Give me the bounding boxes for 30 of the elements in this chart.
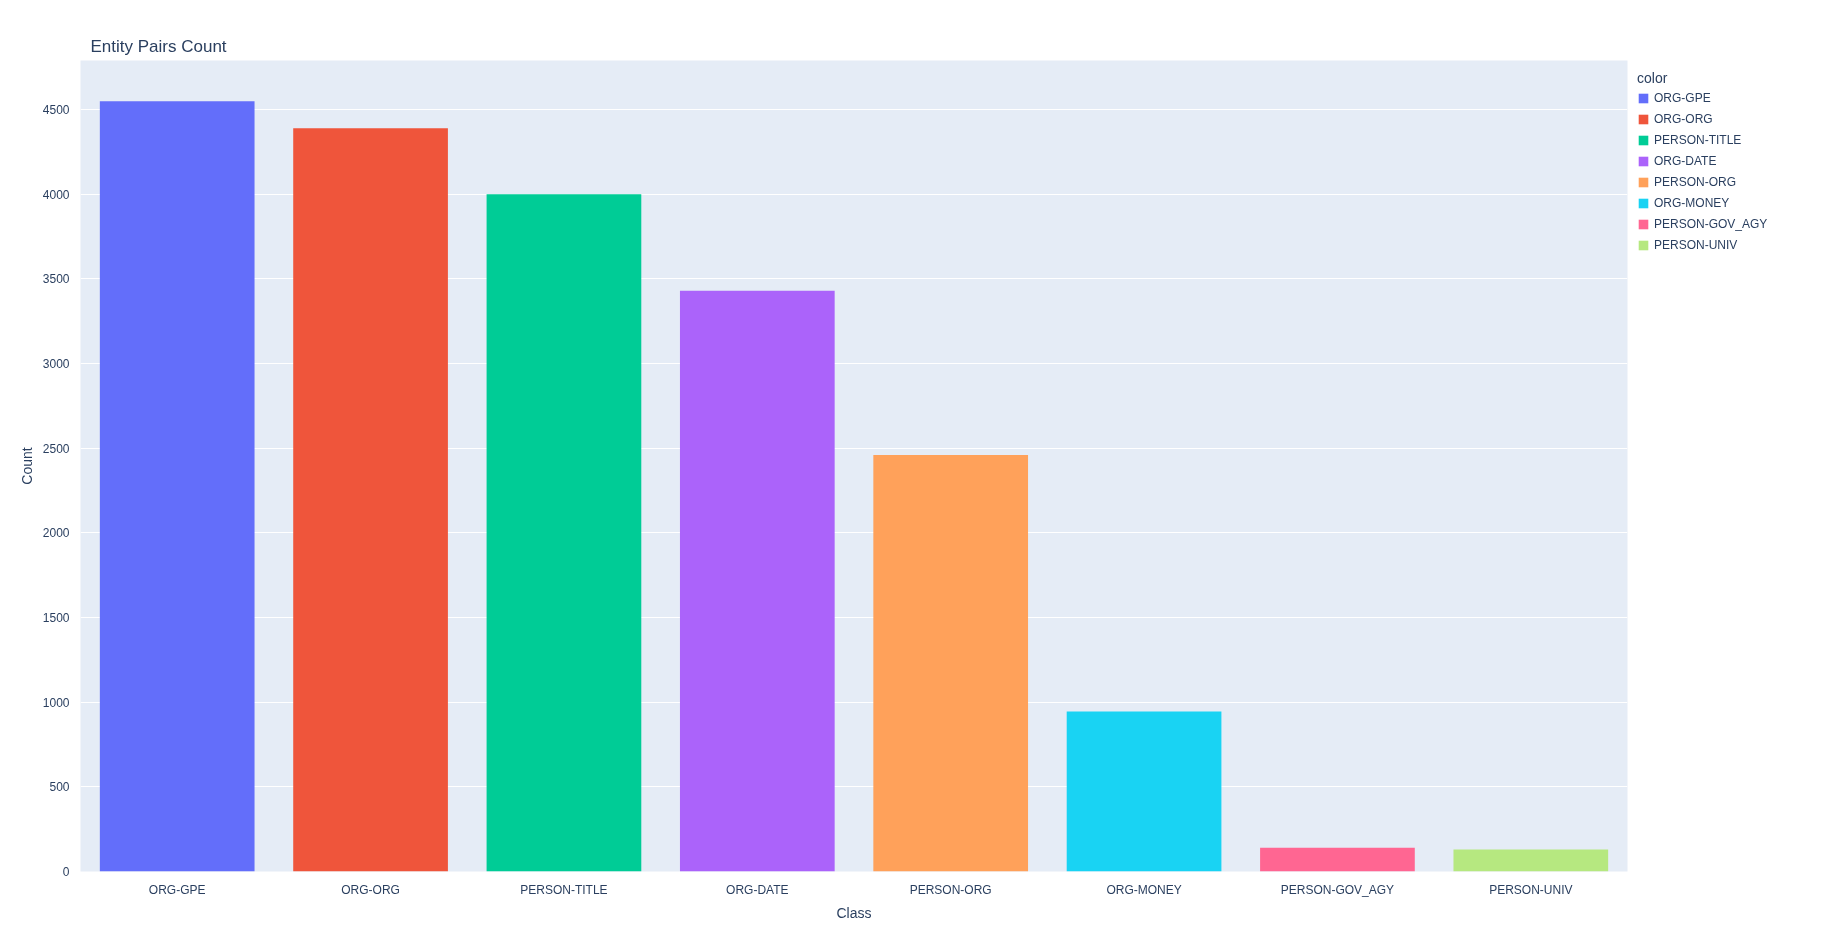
x-tick-label: ORG-MONEY	[1106, 882, 1182, 897]
y-tick-label: 4000	[42, 187, 70, 202]
legend-label: ORG-GPE	[1654, 91, 1711, 105]
x-tick-label: ORG-GPE	[148, 882, 206, 897]
y-tick-label: 3000	[42, 357, 70, 372]
x-tick-label: ORG-DATE	[726, 882, 789, 897]
y-tick-label: 4500	[42, 103, 70, 118]
legend-label: PERSON-ORG	[1654, 175, 1737, 189]
legend-label: PERSON-TITLE	[1654, 133, 1742, 147]
legend-label: ORG-ORG	[1654, 112, 1713, 126]
legend-label: ORG-DATE	[1654, 154, 1717, 168]
y-tick-label: 2500	[42, 441, 70, 456]
x-axis-title: Class	[836, 904, 872, 921]
y-axis-title: Count	[18, 447, 35, 485]
chart-title: Entity Pairs Count	[90, 36, 227, 56]
x-tick-label: PERSON-ORG	[909, 882, 992, 897]
y-tick-label: 3500	[42, 272, 70, 287]
x-tick-label: PERSON-TITLE	[520, 882, 608, 897]
x-tick-label: PERSON-GOV_AGY	[1280, 882, 1395, 897]
legend-label: PERSON-GOV_AGY	[1654, 217, 1768, 231]
y-tick-label: 1500	[42, 611, 70, 626]
legend-title: color	[1637, 70, 1669, 86]
y-tick-label: 500	[49, 780, 70, 795]
legend-label: PERSON-UNIV	[1654, 238, 1738, 252]
x-tick-label: ORG-ORG	[341, 882, 400, 897]
legend-label: ORG-MONEY	[1654, 196, 1730, 210]
y-tick-label: 1000	[42, 695, 70, 710]
x-tick-label: PERSON-UNIV	[1489, 882, 1573, 897]
y-tick-label: 0	[62, 865, 70, 879]
y-tick-label: 2000	[42, 526, 70, 541]
